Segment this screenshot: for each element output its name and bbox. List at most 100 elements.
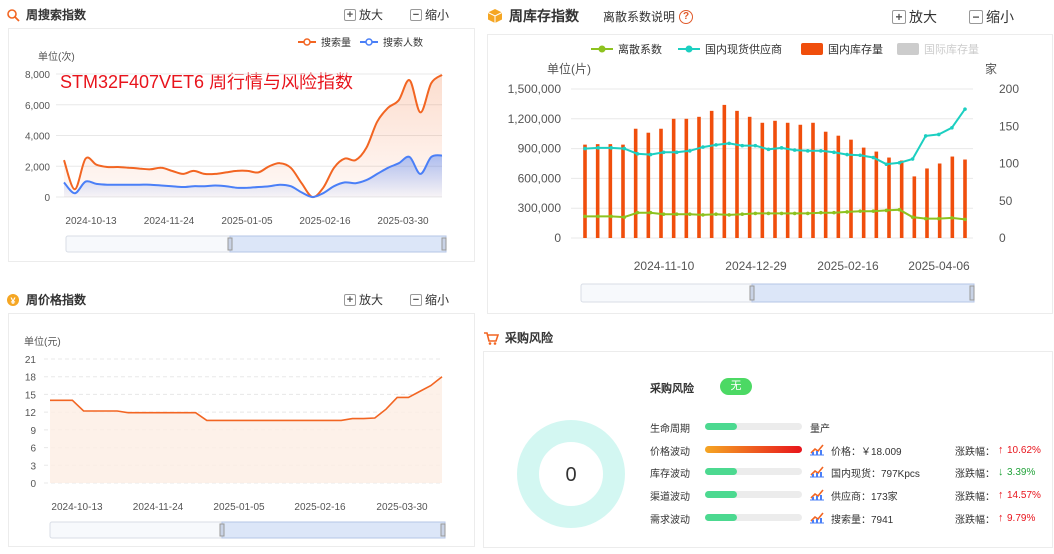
stock-bar	[887, 157, 891, 238]
dispersion-point	[950, 216, 954, 220]
risk-row-info: 量产	[810, 423, 830, 435]
plus-icon: +	[892, 10, 906, 24]
risk-row-info: 价格：￥18.009	[831, 446, 902, 458]
price-panel-title: ¥ 周价格指数	[6, 291, 86, 308]
dispersion-point	[674, 212, 679, 216]
inventory-slider[interactable]	[580, 283, 975, 303]
y2-tick-label: 0	[999, 231, 1006, 245]
y-tick-label: 600,000	[518, 171, 562, 185]
risk-card	[483, 351, 1053, 548]
risk-score-value: 0	[565, 464, 576, 486]
risk-row-name: 需求波动	[650, 514, 690, 526]
stock-bar	[735, 110, 739, 238]
dispersion-point	[819, 210, 823, 215]
search-unit-label: 单位(次)	[38, 50, 75, 63]
x-tick-label: 2024-12-29	[725, 259, 787, 273]
y-tick-label: 0	[554, 231, 561, 245]
risk-change-label: 涨跌幅：	[955, 446, 995, 458]
minus-icon: −	[410, 8, 422, 21]
y-tick-label: 0	[30, 479, 36, 490]
question-icon: ?	[679, 9, 694, 24]
suppliers-point	[583, 146, 587, 151]
trend-chart-icon[interactable]	[809, 464, 825, 478]
legend-search-users: 搜索人数	[383, 36, 423, 49]
y-tick-label: 6,000	[25, 101, 50, 112]
suppliers-point	[596, 146, 600, 150]
stock-bar	[633, 128, 638, 238]
suppliers-point	[897, 160, 902, 165]
slider-handle-right[interactable]	[969, 285, 975, 301]
risk-level-bar	[705, 514, 802, 521]
zoom-out-label: 缩小	[425, 293, 450, 307]
cart-icon	[484, 331, 499, 345]
inventory-chart: 离散系数 国内现货供应商 国内库存量 国际库存量 单位(片) 家 0 300,00…	[508, 42, 1019, 303]
slider-handle-right[interactable]	[440, 523, 446, 537]
y-tick-label: 8,000	[25, 70, 50, 81]
suppliers-point	[779, 146, 784, 150]
stock-bar	[659, 128, 663, 238]
dispersion-point	[648, 210, 653, 215]
search-zoom-out-button[interactable]: − 缩小	[410, 6, 449, 23]
stock-bar	[785, 122, 790, 238]
risk-change-label: 涨跌幅：	[955, 514, 995, 526]
dispersion-point	[609, 214, 614, 219]
x-tick-label: 2025-01-05	[213, 502, 265, 513]
price-zoom-out-button[interactable]: − 缩小	[410, 291, 449, 308]
risk-level-fill	[705, 491, 737, 498]
dispersion-point	[688, 212, 692, 216]
search-slider[interactable]	[65, 235, 447, 253]
suppliers-point	[923, 134, 928, 138]
price-unit-label: 单位(元)	[24, 335, 61, 348]
dispersion-point	[635, 210, 640, 215]
box-icon	[487, 9, 503, 23]
y-tick-label: 4,000	[25, 132, 50, 143]
y-tick-label: 3	[30, 461, 36, 472]
search-panel-title: 周搜索指数	[6, 6, 86, 23]
risk-row-name: 生命周期	[650, 423, 690, 435]
search-icon	[7, 8, 20, 22]
dispersion-point	[753, 211, 758, 216]
search-zoom-in-button[interactable]: + 放大	[344, 6, 383, 23]
suppliers-point	[753, 143, 758, 148]
suppliers-point	[884, 162, 889, 167]
trend-chart-icon[interactable]	[809, 510, 825, 524]
dispersion-point	[963, 217, 967, 222]
zoom-out-label: 缩小	[986, 9, 1014, 25]
slider-handle-right[interactable]	[441, 237, 447, 251]
dispersion-point	[897, 207, 902, 212]
risk-row-name: 价格波动	[650, 446, 690, 458]
x-tick-label: 2024-10-13	[65, 216, 117, 227]
risk-row-info: 供应商：173家	[831, 491, 898, 503]
dispersion-point	[910, 215, 915, 219]
price-area	[50, 376, 442, 483]
legend-search-volume: 搜索量	[321, 36, 351, 49]
trend-chart-icon[interactable]	[809, 442, 825, 456]
risk-row-info: 国内现货：797Kpcs	[831, 468, 920, 480]
suppliers-point	[661, 150, 666, 155]
slider-handle-left[interactable]	[227, 237, 233, 251]
suppliers-point	[805, 149, 810, 153]
trend-chart-icon[interactable]	[809, 487, 825, 501]
x-tick-label: 2024-10-13	[51, 502, 103, 513]
inventory-zoom-in-button[interactable]: + 放大	[892, 7, 937, 27]
stock-bar	[722, 104, 727, 238]
suppliers-line	[584, 108, 966, 166]
stock-bar	[747, 116, 752, 238]
search-chart: 单位(次) STM32F407VET6 周行情与风险指数 搜索量 搜索人数 0 2…	[25, 36, 447, 253]
stock-bar	[912, 176, 917, 238]
price-zoom-in-button[interactable]: + 放大	[344, 291, 383, 308]
risk-badge: 无	[720, 378, 752, 395]
dispersion-point	[596, 214, 600, 219]
price-slider[interactable]	[49, 521, 446, 539]
inventory-zoom-out-button[interactable]: − 缩小	[969, 7, 1014, 27]
plus-icon: +	[344, 293, 356, 306]
plus-icon: +	[344, 8, 356, 21]
dispersion-help-link[interactable]: 离散系数说明?	[603, 8, 694, 25]
y-tick-label: 900,000	[518, 142, 562, 156]
price-line	[50, 376, 443, 422]
x-tick-label: 2025-03-30	[377, 216, 429, 227]
risk-change-value: 9.79%	[1007, 512, 1036, 524]
dispersion-point	[832, 210, 836, 215]
slider-handle-left[interactable]	[219, 523, 225, 537]
slider-handle-left[interactable]	[749, 285, 755, 301]
